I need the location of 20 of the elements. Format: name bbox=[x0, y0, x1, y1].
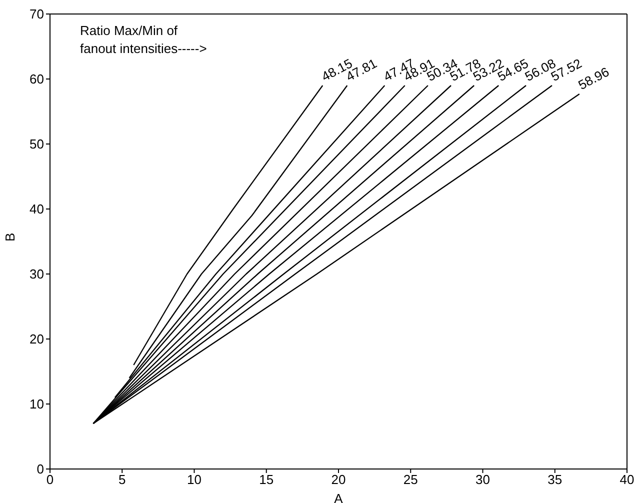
y-tick-label: 40 bbox=[30, 202, 44, 217]
y-tick-label: 0 bbox=[36, 462, 44, 477]
x-tick-label: 10 bbox=[187, 472, 202, 488]
x-tick-label: 0 bbox=[46, 472, 54, 488]
y-tick-label: 70 bbox=[30, 6, 44, 22]
x-tick-label: 30 bbox=[476, 472, 490, 488]
y-tick-label: 20 bbox=[30, 332, 44, 347]
annotation: Ratio Max/Min of fanout intensities-----> bbox=[80, 22, 208, 58]
y-tick-label: 50 bbox=[30, 136, 44, 152]
x-tick-label: 25 bbox=[403, 472, 418, 488]
y-tick-label: 30 bbox=[30, 266, 44, 282]
x-tick-label: 5 bbox=[118, 472, 126, 488]
x-tick-label: 35 bbox=[548, 472, 562, 488]
x-tick-label: 15 bbox=[259, 472, 274, 488]
y-tick-label: 10 bbox=[30, 396, 44, 412]
y-axis-title: B bbox=[2, 232, 18, 242]
x-tick-label: 40 bbox=[620, 472, 634, 488]
x-tick-label: 20 bbox=[331, 472, 346, 488]
y-tick-label: 60 bbox=[30, 72, 44, 87]
x-axis-title: A bbox=[334, 491, 344, 503]
